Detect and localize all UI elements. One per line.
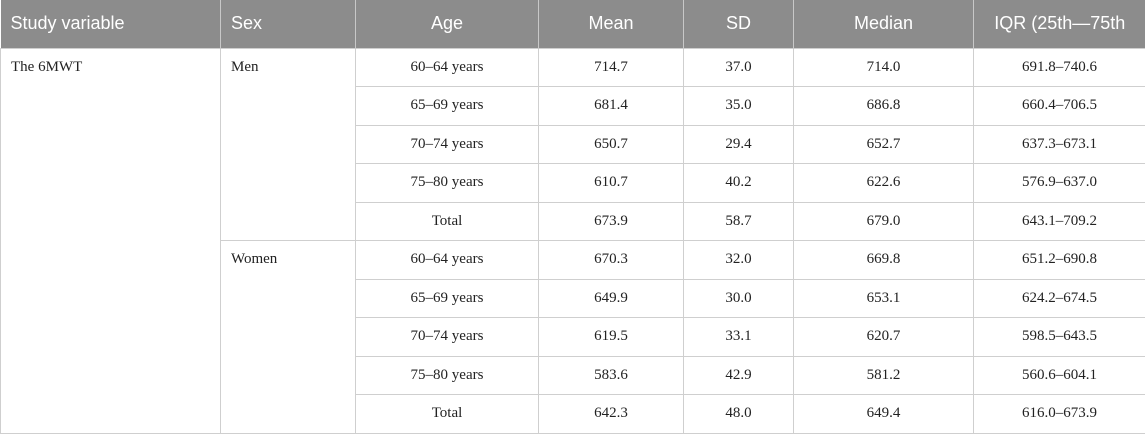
iqr-cell: 691.8–740.6	[974, 48, 1145, 87]
study-variable-cell: The 6MWT	[1, 48, 221, 433]
age-cell: 65–69 years	[356, 279, 539, 318]
age-cell: 75–80 years	[356, 356, 539, 395]
mean-cell: 619.5	[539, 318, 684, 357]
sex-cell: Men	[221, 48, 356, 241]
median-cell: 652.7	[794, 125, 974, 164]
iqr-cell: 637.3–673.1	[974, 125, 1145, 164]
iqr-cell: 598.5–643.5	[974, 318, 1145, 357]
median-cell: 714.0	[794, 48, 974, 87]
sd-cell: 29.4	[684, 125, 794, 164]
age-cell: 70–74 years	[356, 125, 539, 164]
median-cell: 620.7	[794, 318, 974, 357]
header-iqr: IQR (25th—75th	[974, 0, 1145, 48]
iqr-cell: 616.0–673.9	[974, 395, 1145, 434]
sd-cell: 40.2	[684, 164, 794, 203]
median-cell: 581.2	[794, 356, 974, 395]
header-study-variable: Study variable	[1, 0, 221, 48]
iqr-cell: 624.2–674.5	[974, 279, 1145, 318]
iqr-cell: 576.9–637.0	[974, 164, 1145, 203]
mean-cell: 714.7	[539, 48, 684, 87]
mean-cell: 673.9	[539, 202, 684, 241]
iqr-cell: 660.4–706.5	[974, 87, 1145, 126]
sd-cell: 37.0	[684, 48, 794, 87]
sd-cell: 30.0	[684, 279, 794, 318]
median-cell: 679.0	[794, 202, 974, 241]
median-cell: 622.6	[794, 164, 974, 203]
sd-cell: 42.9	[684, 356, 794, 395]
header-row: Study variable Sex Age Mean SD Median IQ…	[1, 0, 1145, 48]
mean-cell: 610.7	[539, 164, 684, 203]
iqr-cell: 651.2–690.8	[974, 241, 1145, 280]
age-cell: Total	[356, 395, 539, 434]
mean-cell: 642.3	[539, 395, 684, 434]
iqr-cell: 560.6–604.1	[974, 356, 1145, 395]
header-sex: Sex	[221, 0, 356, 48]
sd-cell: 33.1	[684, 318, 794, 357]
sex-cell: Women	[221, 241, 356, 434]
age-cell: 70–74 years	[356, 318, 539, 357]
median-cell: 653.1	[794, 279, 974, 318]
mean-cell: 650.7	[539, 125, 684, 164]
median-cell: 649.4	[794, 395, 974, 434]
sd-cell: 58.7	[684, 202, 794, 241]
sd-cell: 35.0	[684, 87, 794, 126]
header-sd: SD	[684, 0, 794, 48]
age-cell: 65–69 years	[356, 87, 539, 126]
mean-cell: 583.6	[539, 356, 684, 395]
age-cell: 75–80 years	[356, 164, 539, 203]
median-cell: 686.8	[794, 87, 974, 126]
sd-cell: 32.0	[684, 241, 794, 280]
mean-cell: 681.4	[539, 87, 684, 126]
mean-cell: 649.9	[539, 279, 684, 318]
iqr-cell: 643.1–709.2	[974, 202, 1145, 241]
header-mean: Mean	[539, 0, 684, 48]
header-age: Age	[356, 0, 539, 48]
sd-cell: 48.0	[684, 395, 794, 434]
mean-cell: 670.3	[539, 241, 684, 280]
header-median: Median	[794, 0, 974, 48]
age-cell: Total	[356, 202, 539, 241]
table-header: Study variable Sex Age Mean SD Median IQ…	[1, 0, 1145, 48]
age-cell: 60–64 years	[356, 241, 539, 280]
age-cell: 60–64 years	[356, 48, 539, 87]
median-cell: 669.8	[794, 241, 974, 280]
